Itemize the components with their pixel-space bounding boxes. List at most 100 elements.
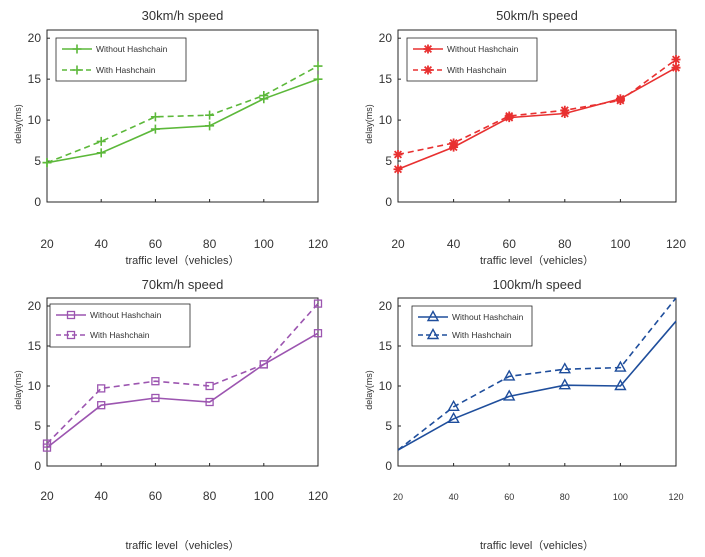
data-point — [503, 369, 516, 381]
series-line-2 — [398, 297, 677, 451]
series-line-2 — [398, 58, 677, 156]
plot-frame — [46, 29, 319, 203]
y-axis-label: delay(ms) — [364, 104, 374, 144]
y-tick-label: 10 — [28, 113, 42, 127]
series-line-1 — [47, 332, 319, 449]
y-tick-label: 0 — [34, 195, 41, 209]
legend-marker — [66, 330, 76, 340]
data-point — [449, 138, 459, 148]
x-tick-label: 60 — [149, 489, 163, 503]
legend-marker — [423, 65, 433, 75]
data-point — [560, 105, 570, 115]
data-point — [503, 389, 516, 401]
legend-label: With Hashchain — [96, 65, 156, 75]
x-tick-label: 60 — [149, 237, 163, 251]
x-tick-label: 120 — [668, 492, 683, 502]
x-tick-label: 100 — [254, 237, 274, 251]
y-tick-label: 20 — [28, 299, 42, 313]
data-point — [393, 164, 403, 174]
legend-marker — [72, 44, 82, 54]
x-axis-label: traffic level（vehicles） — [480, 254, 594, 267]
x-tick-label: 20 — [40, 237, 54, 251]
plot-frame — [397, 29, 677, 203]
series-line-2 — [47, 303, 319, 445]
x-tick-label: 100 — [613, 492, 628, 502]
legend-marker — [426, 328, 440, 340]
data-point — [205, 110, 215, 120]
data-point — [151, 377, 160, 386]
data-point — [614, 379, 627, 391]
y-tick-label: 0 — [34, 459, 41, 473]
data-point — [615, 95, 625, 105]
y-axis-label: delay(ms) — [364, 370, 374, 410]
legend-label: Without Hashchain — [452, 312, 524, 322]
plot-frame — [46, 297, 319, 467]
series-line-1 — [398, 67, 677, 170]
legend-marker — [423, 44, 433, 54]
chart-panel-4: 100km/h speed 0 5 10 15 20 20 40 60 80 100 120 traff… — [364, 277, 684, 552]
data-point — [313, 61, 323, 71]
data-point — [42, 158, 52, 168]
data-point — [97, 401, 106, 410]
y-tick-label: 10 — [379, 379, 393, 393]
data-point — [313, 299, 323, 308]
legend-marker — [66, 310, 76, 320]
data-point — [393, 149, 403, 159]
data-point — [150, 124, 160, 134]
data-point — [42, 439, 52, 448]
data-point — [558, 378, 571, 390]
data-point — [614, 360, 627, 372]
data-point — [313, 74, 323, 84]
legend-marker — [72, 65, 82, 75]
x-tick-label: 80 — [203, 237, 217, 251]
y-tick-label: 20 — [379, 299, 393, 313]
y-tick-label: 15 — [379, 339, 393, 353]
data-point — [96, 136, 106, 146]
x-tick-label: 20 — [391, 237, 405, 251]
x-tick-label: 40 — [447, 237, 461, 251]
data-point — [96, 148, 106, 158]
data-point — [671, 54, 681, 64]
x-tick-label: 60 — [503, 237, 517, 251]
data-point — [259, 360, 268, 369]
data-point — [205, 381, 214, 391]
legend-label: Without Hashchain — [96, 44, 168, 54]
x-tick-label: 40 — [449, 492, 459, 502]
data-point — [447, 399, 460, 411]
x-tick-label: 80 — [560, 492, 570, 502]
x-tick-label: 80 — [203, 489, 217, 503]
data-point — [447, 411, 460, 423]
data-point — [205, 397, 214, 407]
x-tick-label: 60 — [504, 492, 514, 502]
data-point — [150, 112, 160, 122]
data-point — [671, 63, 681, 73]
data-point — [558, 362, 571, 374]
x-tick-label: 40 — [95, 237, 109, 251]
y-tick-label: 0 — [385, 195, 392, 209]
chart-title: 30km/h speed — [142, 8, 224, 23]
y-tick-label: 20 — [379, 31, 393, 45]
data-point — [151, 393, 160, 403]
y-tick-label: 5 — [34, 419, 41, 433]
data-point — [504, 111, 514, 121]
y-tick-label: 5 — [385, 154, 392, 168]
data-point — [313, 329, 323, 338]
plot-frame — [397, 297, 677, 467]
y-tick-label: 20 — [28, 31, 42, 45]
data-point — [259, 91, 269, 101]
x-tick-label: 20 — [40, 489, 54, 503]
legend-label: Without Hashchain — [447, 44, 519, 54]
chart-title: 70km/h speed — [142, 277, 224, 292]
chart-panel-3: 70km/h speed 0 5 10 15 20 20 40 60 80 100 120 traffi… — [13, 277, 328, 552]
y-tick-label: 15 — [28, 72, 42, 86]
x-tick-label: 40 — [95, 489, 109, 503]
legend-label: With Hashchain — [452, 330, 512, 340]
y-tick-label: 5 — [34, 154, 41, 168]
x-tick-label: 100 — [254, 489, 274, 503]
legend-label: With Hashchain — [447, 65, 507, 75]
chart-panel-2: 50km/h speed 0 5 10 15 20 20 40 60 80 100 120 traffi… — [364, 8, 686, 267]
data-point — [97, 384, 106, 393]
x-tick-label: 100 — [610, 237, 630, 251]
y-tick-label: 10 — [28, 379, 42, 393]
x-tick-label: 120 — [308, 489, 328, 503]
